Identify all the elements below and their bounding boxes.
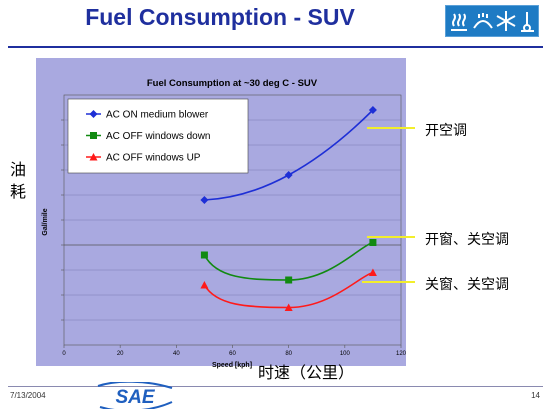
y-axis-ticks: [61, 119, 64, 321]
legend-marker-1: [89, 110, 98, 118]
y-axis-label: Gal/mile: [42, 208, 49, 235]
series-1-point: [200, 196, 209, 204]
defrost-icon: [473, 13, 493, 29]
note-ac-on: 开空调: [425, 123, 467, 139]
series-2-point: [369, 239, 377, 246]
legend-marker-3: [89, 153, 98, 161]
footer-divider: [8, 386, 543, 387]
series-1-point: [368, 106, 377, 114]
x-tick-label: 120: [396, 351, 407, 357]
thermometer-icon: [521, 12, 534, 32]
x-axis-cn-label: 时速（公里）: [258, 363, 355, 382]
note-windows-up: 关窗、关空调: [425, 277, 509, 293]
chart-title: Fuel Consumption at ~30 deg C - SUV: [147, 78, 318, 89]
hvac-icon-strip: [445, 5, 539, 37]
y-axis-cn-label-2: 耗: [10, 182, 27, 201]
sae-logo-text: SAE: [115, 387, 155, 408]
x-axis-ticks: 0 20 40 60 80 100 120: [62, 345, 407, 357]
snowflake-icon: [496, 11, 516, 31]
legend-label-3: AC OFF windows UP: [106, 153, 201, 164]
series-3-point: [368, 268, 377, 276]
x-axis-label: Speed [kph]: [212, 362, 252, 369]
legend-label-2: AC OFF windows down: [106, 131, 210, 142]
x-tick-label: 80: [285, 351, 292, 357]
series-2-point: [200, 251, 208, 259]
sae-logo: SAE: [97, 382, 173, 409]
series-layer: [200, 106, 377, 311]
legend-marker-2: [90, 132, 97, 139]
series-2-point: [285, 276, 293, 284]
heat-vent-icon: [451, 13, 467, 31]
annotation-pointers: [362, 127, 415, 283]
y-axis-cn-label-1: 油: [10, 160, 27, 179]
x-tick-label: 40: [173, 351, 180, 357]
x-tick-label: 20: [117, 351, 124, 357]
x-tick-label: 60: [229, 351, 236, 357]
legend: AC ON medium blower AC OFF windows down AC…: [86, 110, 210, 164]
series-1-point: [284, 171, 293, 179]
footer-date: 7/13/2004: [10, 391, 46, 400]
hvac-icons: [451, 11, 534, 32]
slide-title: Fuel Consumption - SUV: [85, 4, 355, 30]
series-3-point: [284, 303, 293, 311]
note-windows-down: 开窗、关空调: [425, 232, 509, 248]
series-3-point: [200, 281, 209, 289]
title-divider: [8, 46, 543, 48]
page-number: 14: [531, 391, 540, 400]
legend-label-1: AC ON medium blower: [106, 110, 209, 121]
x-tick-label: 100: [340, 351, 351, 357]
x-tick-label: 0: [62, 351, 66, 357]
